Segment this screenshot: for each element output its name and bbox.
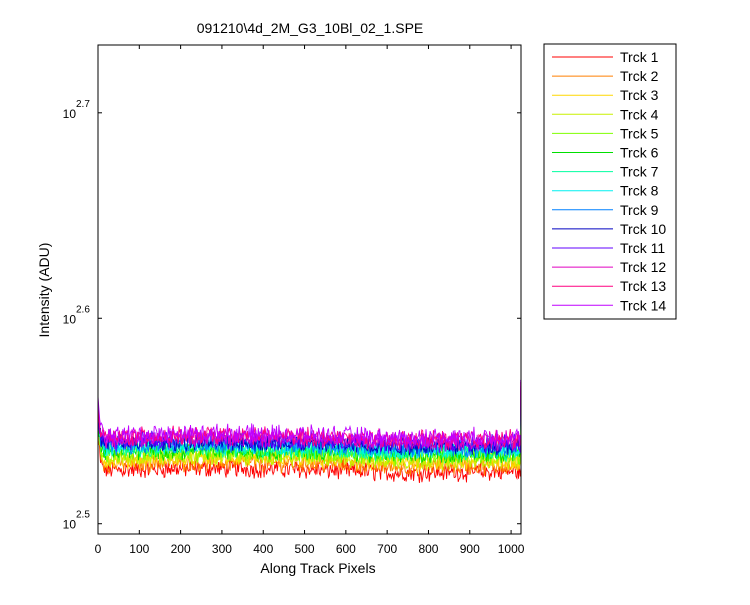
x-tick-label: 800 bbox=[418, 542, 438, 556]
x-axis-label: Along Track Pixels bbox=[260, 560, 375, 576]
y-tick-exponent: 2.5 bbox=[76, 510, 90, 521]
series-group bbox=[97, 379, 522, 484]
legend-label: Trck 7 bbox=[620, 164, 659, 180]
series-line-trck-1 bbox=[97, 408, 522, 484]
legend-label: Trck 5 bbox=[620, 125, 659, 141]
x-tick-label: 900 bbox=[460, 542, 480, 556]
legend-label: Trck 12 bbox=[620, 259, 666, 275]
legend-label: Trck 14 bbox=[620, 297, 666, 313]
chart-title: 091210\4d_2M_G3_10Bl_02_1.SPE bbox=[197, 20, 424, 36]
series-line-trck-14 bbox=[97, 379, 522, 449]
plot-frame bbox=[97, 44, 522, 535]
legend-label: Trck 13 bbox=[620, 278, 666, 294]
legend-label: Trck 1 bbox=[620, 49, 659, 65]
x-tick-label: 700 bbox=[377, 542, 397, 556]
x-tick-label: 0 bbox=[95, 542, 102, 556]
x-tick-label: 400 bbox=[253, 542, 273, 556]
plot-area bbox=[97, 44, 522, 535]
legend: Trck 1 Trck 2 Trck 3 Trck 4 Trck 5 Trck 6 Trck… bbox=[543, 43, 677, 320]
legend-label: Trck 4 bbox=[620, 106, 659, 122]
legend-label: Trck 8 bbox=[620, 183, 659, 199]
x-tick-label: 100 bbox=[129, 542, 149, 556]
legend-label: Trck 3 bbox=[620, 87, 659, 103]
legend-label: Trck 11 bbox=[620, 240, 665, 256]
x-axis-ticks: 0 100 200 300 400 500 600 700 800 900 1000 bbox=[95, 45, 525, 556]
legend-label: Trck 9 bbox=[620, 202, 659, 218]
series-line-trck-2 bbox=[97, 406, 522, 477]
legend-box bbox=[543, 43, 677, 320]
y-axis-label: Intensity (ADU) bbox=[36, 243, 52, 338]
x-tick-label: 300 bbox=[212, 542, 232, 556]
legend-items: Trck 1 Trck 2 Trck 3 Trck 4 Trck 5 Trck 6 Trck… bbox=[552, 49, 666, 313]
y-tick-base: 10 bbox=[63, 518, 77, 532]
y-tick-exponent: 2.6 bbox=[76, 304, 90, 315]
y-tick-base: 10 bbox=[63, 312, 77, 326]
legend-label: Trck 2 bbox=[620, 68, 659, 84]
x-tick-label: 600 bbox=[336, 542, 356, 556]
legend-label: Trck 10 bbox=[620, 221, 666, 237]
x-tick-label: 1000 bbox=[498, 542, 525, 556]
y-tick-exponent: 2.7 bbox=[76, 99, 90, 110]
x-tick-label: 500 bbox=[295, 542, 315, 556]
x-tick-label: 200 bbox=[171, 542, 191, 556]
legend-label: Trck 6 bbox=[620, 145, 659, 161]
y-tick-base: 10 bbox=[63, 107, 77, 121]
